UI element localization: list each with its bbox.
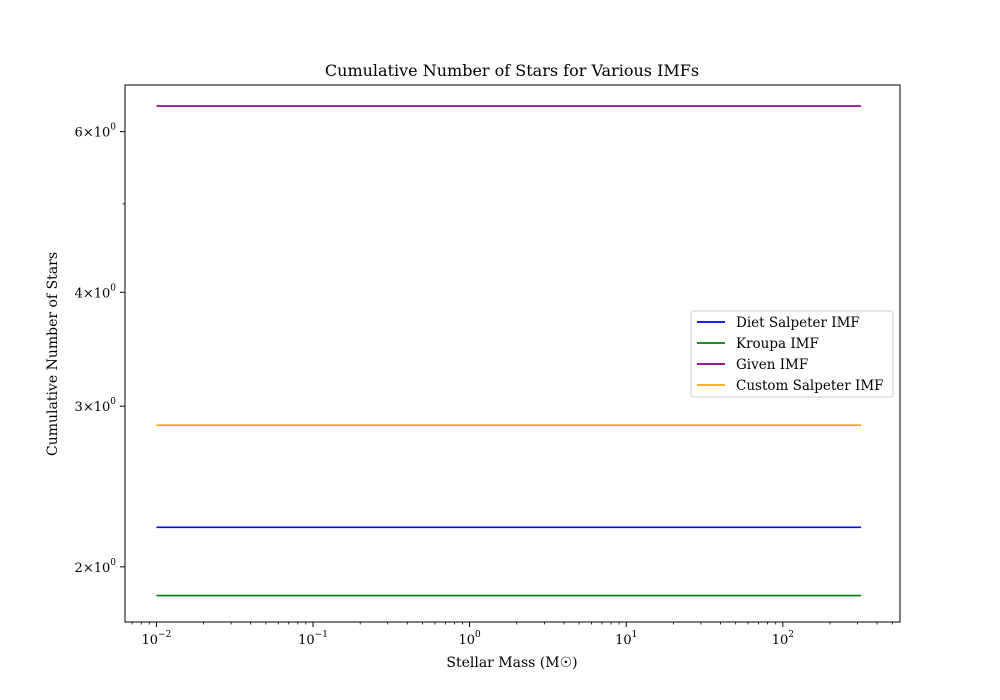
legend-label-0: Diet Salpeter IMF (736, 315, 860, 331)
x-tick-label-0: 10−2 (142, 630, 172, 648)
chart-title: Cumulative Number of Stars for Various I… (325, 61, 699, 80)
y-axis-label: Cumulative Number of Stars (45, 252, 61, 456)
x-tick-label-4: 102 (772, 630, 794, 648)
y-tick-label-3: 6×100 (75, 123, 117, 141)
legend-label-3: Custom Salpeter IMF (736, 378, 884, 394)
x-tick-label-2: 100 (458, 630, 481, 648)
x-axis-label: Stellar Mass (M☉) (446, 655, 577, 671)
y-tick-label-0: 2×100 (75, 558, 117, 576)
x-tick-label-3: 101 (615, 630, 637, 648)
x-axis: 10−2 10−1 100 101 102 (131, 622, 893, 648)
legend-label-2: Given IMF (736, 357, 808, 373)
plot-lines (156, 105, 862, 597)
y-tick-label-2: 4×100 (75, 283, 117, 301)
legend-box (690, 310, 894, 398)
y-tick-label-1: 3×100 (75, 397, 117, 415)
y-axis: 2×100 3×100 4×100 6×100 (75, 123, 125, 576)
legend-label-1: Kroupa IMF (736, 336, 819, 352)
plot-frame (124, 84, 901, 623)
legend: Diet Salpeter IMF Kroupa IMF Given IMF Cust… (690, 310, 894, 398)
x-tick-label-1: 10−1 (298, 630, 328, 648)
